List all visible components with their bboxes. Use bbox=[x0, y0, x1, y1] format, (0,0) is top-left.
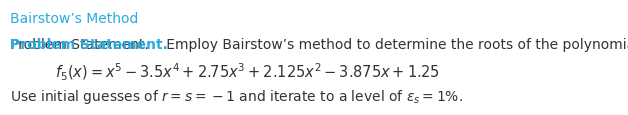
Text: Bairstow’s Method: Bairstow’s Method bbox=[10, 12, 138, 26]
Text: Problem Statement.: Problem Statement. bbox=[10, 38, 168, 52]
Text: $f_5(x) = x^5 - 3.5x^4 + 2.75x^3 + 2.125x^2 - 3.875x + 1.25$: $f_5(x) = x^5 - 3.5x^4 + 2.75x^3 + 2.125… bbox=[55, 61, 440, 82]
Text: Problem Statement.    Employ Bairstow’s method to determine the roots of the pol: Problem Statement. Employ Bairstow’s met… bbox=[10, 38, 628, 52]
Text: Use initial guesses of $r = s = -1$ and iterate to a level of $\varepsilon_s = 1: Use initial guesses of $r = s = -1$ and … bbox=[10, 87, 463, 105]
